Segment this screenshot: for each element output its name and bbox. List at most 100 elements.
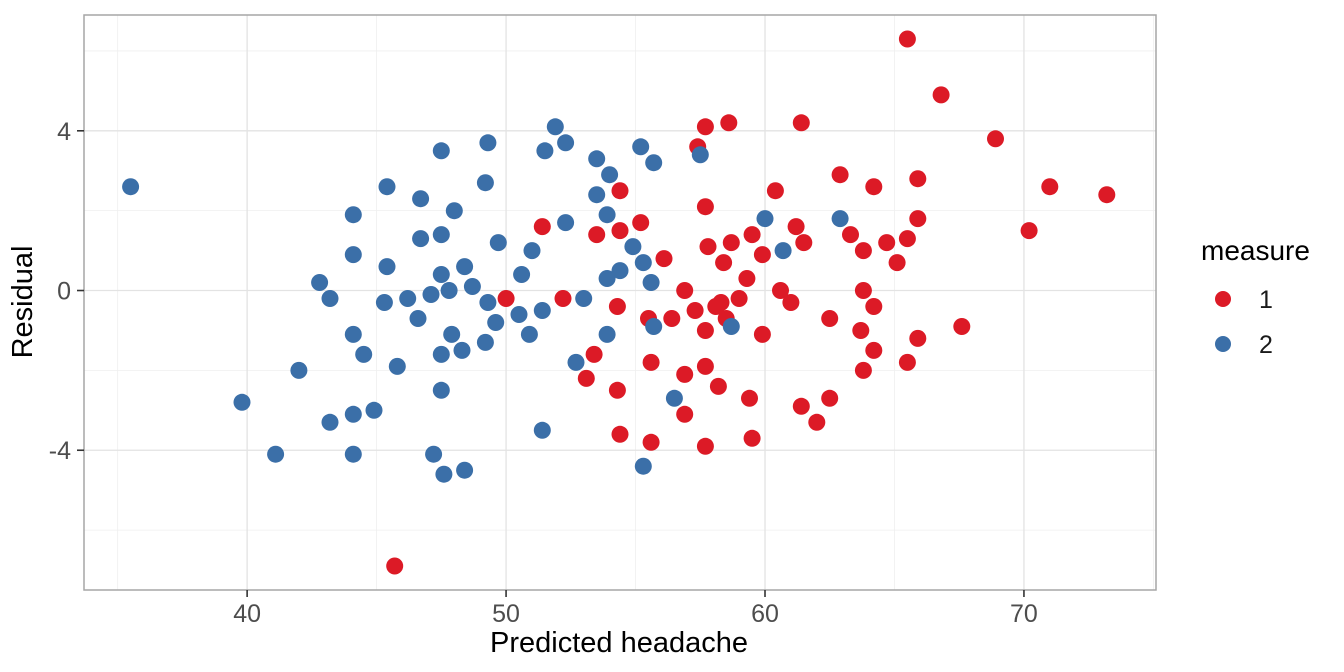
data-point-measure-2 (536, 142, 554, 160)
data-point-measure-1 (821, 310, 839, 327)
data-point-measure-2 (344, 325, 362, 343)
data-point-measure-2 (443, 325, 461, 343)
x-tick-label: 40 (233, 600, 261, 628)
data-point-measure-2 (267, 445, 285, 463)
data-point-measure-2 (344, 405, 362, 423)
legend-label-measure-2: 2 (1259, 331, 1273, 359)
data-point-measure-1 (987, 130, 1004, 148)
x-axis-title: Predicted headache (490, 627, 748, 659)
data-point-measure-2 (588, 186, 606, 204)
data-point-measure-1 (753, 246, 771, 264)
data-point-measure-2 (388, 357, 406, 375)
data-point-measure-2 (463, 278, 481, 295)
data-point-measure-2 (311, 274, 329, 291)
data-point-measure-2 (412, 190, 430, 208)
data-point-measure-2 (588, 150, 606, 168)
data-point-measure-1 (898, 230, 916, 248)
data-point-measure-2 (756, 210, 774, 228)
data-point-measure-2 (642, 274, 660, 291)
data-point-measure-1 (696, 357, 714, 375)
data-point-measure-2 (456, 258, 474, 276)
data-point-measure-1 (888, 254, 906, 272)
data-point-measure-1 (642, 353, 660, 371)
panel-border (83, 14, 1157, 591)
data-point-measure-1 (743, 429, 761, 447)
data-point-measure-2 (598, 325, 616, 343)
data-point-measure-1 (663, 310, 681, 327)
data-point-measure-2 (435, 465, 453, 483)
data-point-measure-2 (557, 134, 575, 152)
data-point-measure-1 (632, 214, 650, 232)
data-point-measure-2 (520, 325, 538, 343)
data-point-measure-1 (865, 298, 883, 315)
data-point-measure-2 (489, 234, 507, 252)
data-point-measure-1 (720, 114, 738, 132)
data-point-measure-1 (712, 294, 730, 311)
data-point-measure-1 (611, 182, 629, 200)
data-point-measure-1 (865, 178, 883, 196)
data-point-measure-1 (741, 389, 758, 407)
legend-swatch-measure-1 (1215, 291, 1231, 307)
data-point-measure-1 (676, 282, 694, 299)
data-point-measure-2 (122, 178, 140, 196)
data-point-measure-2 (665, 389, 683, 407)
data-point-measure-1 (909, 170, 927, 188)
data-point-measure-1 (808, 413, 826, 431)
data-point-measure-2 (567, 353, 585, 371)
data-point-measure-2 (321, 413, 339, 431)
data-point-measure-2 (645, 318, 663, 335)
data-point-measure-2 (722, 318, 740, 335)
data-point-measure-1 (878, 234, 896, 252)
data-point-measure-2 (476, 333, 494, 351)
data-point-measure-2 (598, 270, 616, 287)
data-point-measure-2 (432, 226, 450, 244)
data-point-measure-1 (909, 210, 927, 228)
data-point-measure-1 (709, 377, 727, 395)
data-point-measure-2 (344, 246, 362, 264)
data-point-measure-1 (588, 226, 606, 244)
data-point-measure-2 (634, 457, 652, 475)
data-point-measure-1 (854, 242, 872, 260)
data-point-measure-2 (598, 206, 616, 224)
data-point-measure-1 (792, 114, 810, 132)
data-point-measure-1 (611, 425, 629, 443)
data-point-measure-2 (557, 214, 575, 232)
data-point-measure-2 (479, 134, 497, 152)
data-point-measure-2 (432, 142, 450, 160)
data-point-measure-2 (432, 266, 450, 283)
data-point-measure-1 (696, 437, 714, 455)
data-point-measure-2 (624, 238, 642, 256)
data-point-measure-1 (842, 226, 859, 244)
data-point-measure-2 (691, 146, 709, 164)
data-point-measure-1 (686, 302, 704, 319)
data-point-measure-1 (898, 30, 916, 48)
data-point-measure-2 (344, 206, 362, 224)
data-point-measure-1 (772, 282, 789, 299)
data-point-measure-1 (743, 226, 761, 244)
data-point-measure-2 (399, 290, 417, 307)
data-point-measure-1 (909, 329, 927, 347)
data-point-measure-2 (290, 361, 308, 379)
data-point-measure-2 (523, 242, 541, 260)
data-point-measure-1 (1041, 178, 1059, 196)
data-point-measure-1 (699, 238, 717, 256)
data-point-measure-2 (344, 445, 362, 463)
data-point-measure-1 (831, 166, 849, 184)
data-point-measure-1 (865, 341, 883, 359)
data-point-measure-1 (676, 405, 694, 423)
y-tick-label: 4 (57, 118, 71, 146)
x-tick-label: 50 (492, 600, 520, 628)
data-point-measure-1 (715, 254, 733, 272)
data-point-measure-1 (738, 270, 756, 287)
data-point-measure-1 (655, 250, 673, 268)
data-point-measure-2 (375, 294, 393, 311)
data-point-measure-1 (787, 218, 805, 236)
legend-label-measure-1: 1 (1259, 286, 1273, 314)
data-point-measure-2 (365, 401, 383, 419)
y-tick-label: 0 (57, 278, 71, 306)
data-point-measure-1 (577, 369, 595, 387)
data-point-measure-1 (585, 345, 603, 363)
data-point-measure-1 (792, 397, 810, 415)
y-tick-label: -4 (49, 437, 71, 465)
